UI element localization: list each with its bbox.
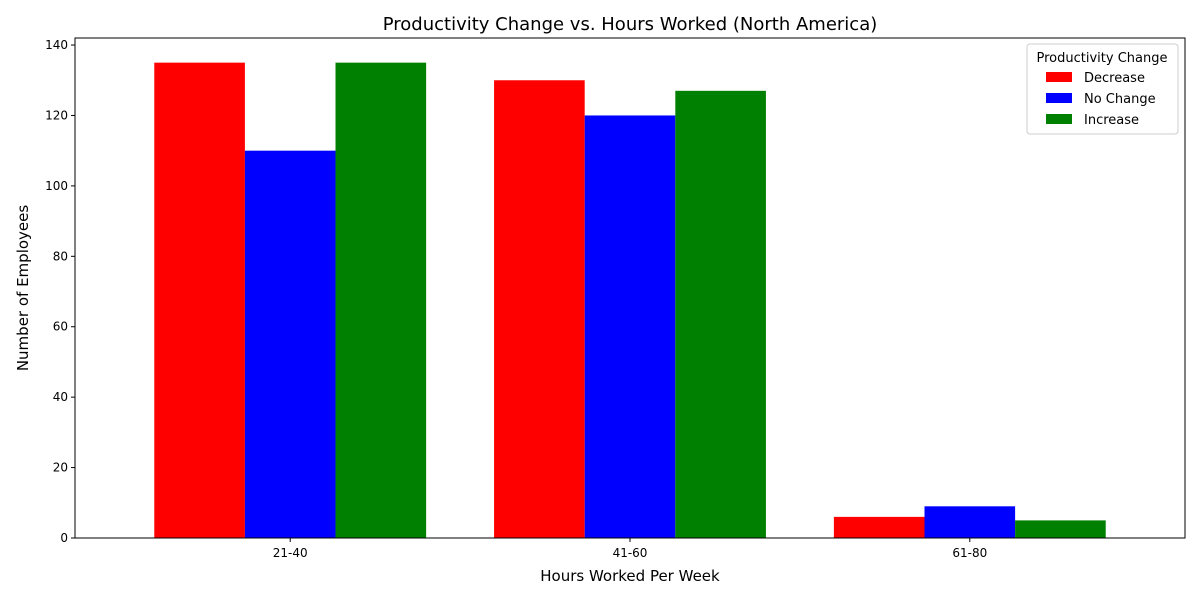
legend-swatch	[1046, 72, 1072, 82]
legend-swatch	[1046, 93, 1072, 103]
bar-decrease-21-40	[154, 62, 245, 538]
y-tick-label: 140	[45, 38, 68, 52]
bar-increase-21-40	[335, 62, 427, 538]
y-tick-label: 20	[53, 461, 68, 475]
legend-box	[1026, 43, 1179, 135]
legend-label: No Change	[1084, 92, 1156, 107]
y-tick-label: 0	[60, 531, 68, 545]
y-tick-label: 120	[45, 108, 68, 122]
x-tick-label: 21-40	[273, 546, 308, 560]
legend-label: Increase	[1084, 113, 1139, 128]
legend-title: Productivity Change	[1037, 51, 1168, 66]
x-axis-title: Hours Worked Per Week	[540, 567, 720, 585]
x-tick-label: 41-60	[613, 546, 648, 560]
x-axis-ticks: 21-40 41-60 61-80	[273, 538, 987, 560]
y-axis-title: Number of Employees	[14, 205, 32, 372]
legend: Productivity Change Decrease No Change Inc…	[1026, 43, 1179, 135]
bar-no-change-61-80	[924, 506, 1016, 538]
x-tick-label: 61-80	[952, 546, 987, 560]
y-tick-label: 40	[53, 390, 68, 404]
legend-swatch	[1046, 114, 1072, 124]
legend-entries: Decrease No Change Increase	[1046, 71, 1156, 128]
bar-increase-41-60	[675, 90, 766, 539]
bars	[154, 62, 1106, 539]
y-tick-label: 80	[53, 249, 68, 263]
y-tick-label: 60	[53, 320, 68, 334]
bar-no-change-21-40	[244, 150, 336, 538]
plot-frame	[74, 37, 1186, 539]
y-tick-label: 100	[45, 179, 68, 193]
bar-decrease-41-60	[494, 80, 585, 538]
bar-no-change-41-60	[584, 115, 676, 539]
bar-decrease-61-80	[833, 516, 925, 538]
chart-title: Productivity Change vs. Hours Worked (No…	[383, 14, 878, 35]
legend-label: Decrease	[1084, 71, 1145, 86]
bar-increase-61-80	[1015, 520, 1106, 538]
y-axis-ticks: 0 20 40 60 80 100 120 140	[45, 38, 75, 545]
